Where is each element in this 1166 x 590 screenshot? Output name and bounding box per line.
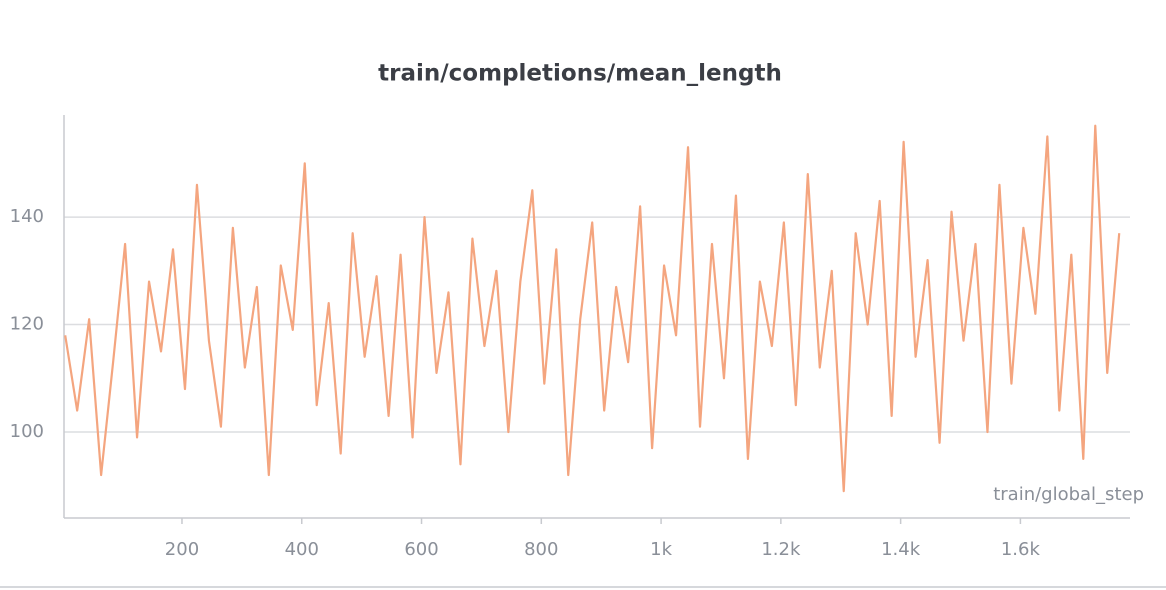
x-axis-label: train/global_step: [993, 484, 1144, 505]
x-tick-label: 1k: [650, 539, 672, 560]
chart-title: train/completions/mean_length: [378, 61, 782, 87]
x-tick-label: 800: [524, 539, 558, 560]
series-line: [64, 124, 1121, 493]
x-tick-label: 200: [165, 539, 199, 560]
x-tick-label: 1.4k: [881, 539, 921, 560]
x-tick-label: 1.6k: [1001, 539, 1041, 560]
y-tick-label: 100: [10, 421, 44, 442]
y-tick-label: 120: [10, 314, 44, 335]
y-tick-label: 140: [10, 206, 44, 227]
x-tick-label: 600: [404, 539, 438, 560]
x-tick-label: 400: [285, 539, 319, 560]
x-tick-label: 1.2k: [761, 539, 801, 560]
